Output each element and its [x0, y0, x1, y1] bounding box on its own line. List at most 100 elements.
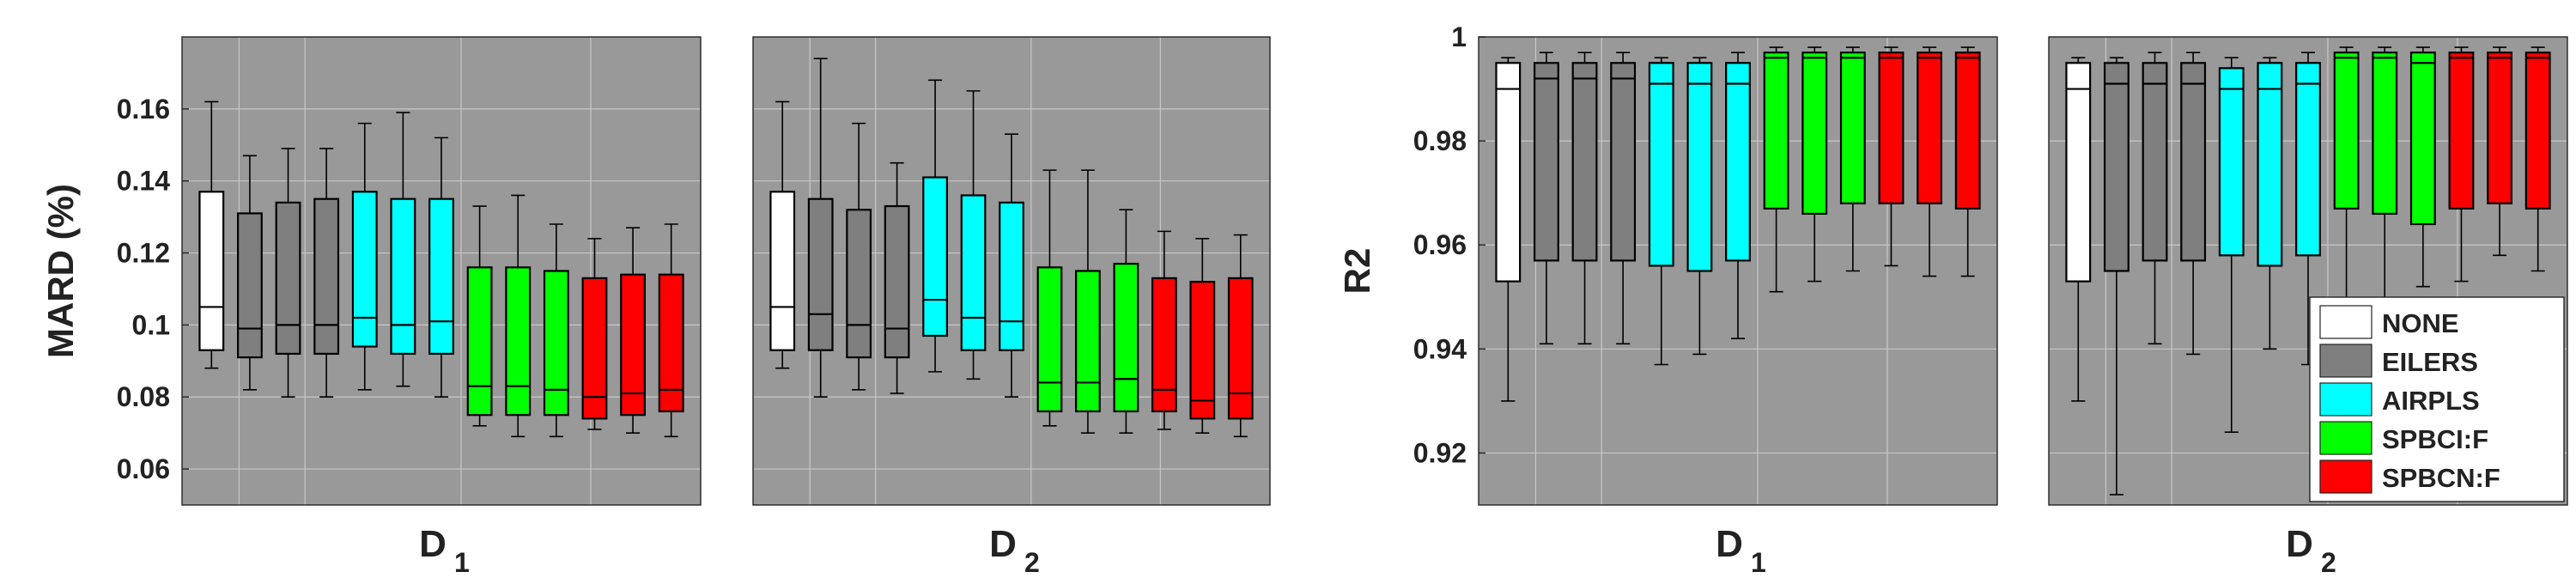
- box-eilers: [2142, 52, 2168, 345]
- box-airpls: [2257, 57, 2283, 350]
- box-spbci-f: [1763, 46, 1789, 293]
- box-airpls: [960, 90, 987, 380]
- box-airpls: [1686, 57, 1713, 356]
- box-spbcn-f: [658, 223, 684, 438]
- y-axis-label: MARD (%): [40, 184, 81, 358]
- box-body: [1686, 62, 1713, 272]
- box-spbcn-f: [2487, 46, 2513, 257]
- box-body: [313, 198, 340, 356]
- box-airpls: [999, 133, 1024, 398]
- box-eilers: [313, 148, 340, 398]
- box-body: [1189, 280, 1216, 420]
- legend-label: NONE: [2382, 308, 2459, 338]
- box-spbci-f: [1839, 46, 1866, 272]
- axes-frame: [181, 36, 702, 506]
- legend-label: EILERS: [2382, 347, 2478, 377]
- box-spbcn-f: [1917, 46, 1943, 277]
- panel-label: D: [2286, 523, 2313, 565]
- box-body: [1763, 52, 1789, 210]
- panel-label-subscript: 1: [454, 547, 470, 578]
- box-eilers: [1610, 52, 1637, 345]
- box-none: [2065, 57, 2092, 402]
- legend-swatch-spbcn-f: [2319, 459, 2372, 494]
- box-body: [807, 198, 834, 351]
- legend-label: AIRPLS: [2382, 386, 2480, 416]
- box-body: [390, 198, 416, 356]
- box-body: [846, 209, 872, 359]
- box-body: [1648, 62, 1674, 267]
- box-spbci-f: [2409, 46, 2436, 288]
- box-body: [2448, 52, 2475, 210]
- y-tick-label: 0.16: [117, 94, 170, 125]
- box-body: [1113, 263, 1139, 413]
- box-body: [999, 201, 1024, 351]
- box-eilers: [2180, 52, 2207, 356]
- chart-1-panel-1: 0.06 0.08 0.1 0.12 0.14 0.16 MARD (%) D 1: [40, 36, 702, 578]
- box-body: [275, 201, 301, 356]
- box-spbcn-f: [2524, 46, 2551, 272]
- axes-frame: [1478, 36, 1998, 506]
- box-spbcn-f: [581, 237, 608, 430]
- box-body: [1571, 62, 1598, 262]
- box-body: [2295, 62, 2321, 257]
- box-body: [236, 212, 263, 359]
- box-body: [1533, 62, 1559, 262]
- box-body: [1610, 62, 1637, 262]
- box-body: [351, 191, 378, 348]
- box-body: [198, 191, 225, 351]
- box-spbci-f: [1113, 209, 1139, 434]
- box-body: [1495, 62, 1522, 283]
- y-tick-label: 1: [1451, 21, 1467, 52]
- box-body: [2524, 52, 2551, 210]
- box-body: [1954, 52, 1981, 210]
- box-body: [2409, 52, 2436, 226]
- legend-label: SPBCN:F: [2382, 463, 2500, 493]
- box-body: [1075, 270, 1101, 413]
- box-spbcn-f: [1151, 230, 1177, 430]
- box-body: [2103, 62, 2129, 272]
- legend: NONE EILERS AIRPLS SPBCI:F SPBCN:F: [2309, 296, 2565, 502]
- box-body: [620, 273, 647, 417]
- y-tick-label: 0.92: [1413, 437, 1467, 468]
- box-body: [1725, 62, 1751, 262]
- box-spbci-f: [1036, 169, 1063, 427]
- box-spbci-f: [1801, 46, 1828, 283]
- y-axis-label: R2: [1337, 248, 1377, 295]
- axes-frame: [752, 36, 1271, 506]
- box-body: [543, 270, 569, 417]
- box-spbcn-f: [620, 227, 647, 434]
- box-body: [1878, 52, 1905, 204]
- box-airpls: [428, 137, 454, 398]
- box-body: [922, 176, 948, 338]
- legend-swatch-airpls: [2319, 382, 2372, 417]
- box-airpls: [2218, 57, 2245, 434]
- y-tick-label: 0.12: [117, 238, 170, 269]
- y-tick-label: 0.1: [132, 309, 170, 340]
- box-body: [2065, 62, 2092, 283]
- box-body: [2333, 52, 2360, 210]
- box-airpls: [1725, 52, 1751, 340]
- box-body: [769, 191, 796, 351]
- box-body: [884, 204, 910, 359]
- panel-label-subscript: 2: [1024, 547, 1040, 578]
- box-eilers: [275, 148, 301, 398]
- y-tick-label: 0.94: [1413, 333, 1467, 364]
- box-body: [2180, 62, 2207, 262]
- panel-label: D: [989, 523, 1017, 565]
- box-body: [428, 198, 454, 356]
- box-airpls: [922, 79, 948, 373]
- box-body: [466, 266, 493, 417]
- box-eilers: [884, 161, 910, 394]
- y-tick-label: 0.96: [1413, 229, 1467, 260]
- panel-label-subscript: 2: [2321, 547, 2336, 578]
- box-spbci-f: [505, 194, 532, 438]
- box-spbcn-f: [1878, 46, 1905, 267]
- box-spbci-f: [1075, 169, 1101, 434]
- box-eilers: [1533, 52, 1559, 345]
- box-body: [581, 277, 608, 420]
- legend-swatch-spbci-f: [2319, 421, 2372, 455]
- box-eilers: [2103, 57, 2129, 496]
- box-none: [198, 100, 225, 369]
